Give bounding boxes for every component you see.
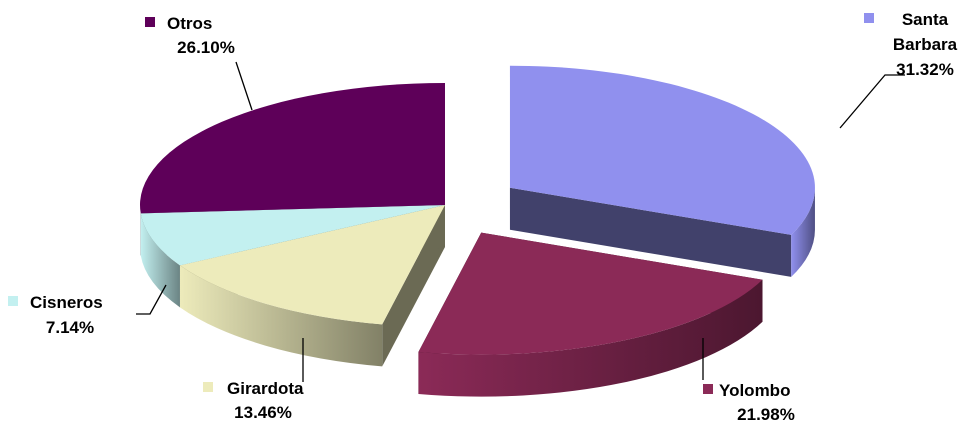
slice-otros (140, 83, 445, 214)
label-santa-barbara-name-line1: Santa (902, 10, 949, 29)
leader-line-cisneros (136, 284, 167, 315)
label-santa-barbara-value: 31.32% (896, 60, 954, 79)
leader-line-otros (235, 61, 253, 111)
legend-key-yolombo (703, 384, 713, 394)
label-cisneros-name: Cisneros (30, 293, 103, 312)
label-girardota-name: Girardota (227, 379, 304, 398)
legend-key-cisneros (8, 296, 18, 306)
label-otros: Otros 26.10% (145, 14, 235, 57)
leader-lines (136, 61, 905, 382)
label-otros-name: Otros (167, 14, 212, 33)
slice-girardota (179, 205, 446, 325)
legend-key-otros (145, 17, 155, 27)
label-girardota-value: 13.46% (234, 403, 292, 422)
slice-yolombo (418, 232, 763, 355)
label-girardota: Girardota 13.46% (203, 379, 304, 422)
slice-santa-barbara (509, 65, 815, 235)
pie-slices (140, 65, 815, 397)
slice-santa-barbara-side (509, 187, 815, 277)
legend-key-santa-barbara (864, 13, 874, 23)
label-yolombo: Yolombo 21.98% (703, 381, 795, 424)
leader-line-santa-barbara (839, 74, 905, 129)
label-cisneros-value: 7.14% (46, 318, 94, 337)
label-otros-value: 26.10% (177, 38, 235, 57)
label-yolombo-value: 21.98% (737, 405, 795, 424)
slice-cisneros (140, 205, 445, 266)
label-yolombo-name: Yolombo (719, 381, 790, 400)
label-santa-barbara: Santa Barbara 31.32% (864, 10, 958, 79)
label-cisneros: Cisneros 7.14% (8, 293, 103, 337)
legend-key-girardota (203, 382, 213, 392)
label-santa-barbara-name-line2: Barbara (893, 35, 958, 54)
